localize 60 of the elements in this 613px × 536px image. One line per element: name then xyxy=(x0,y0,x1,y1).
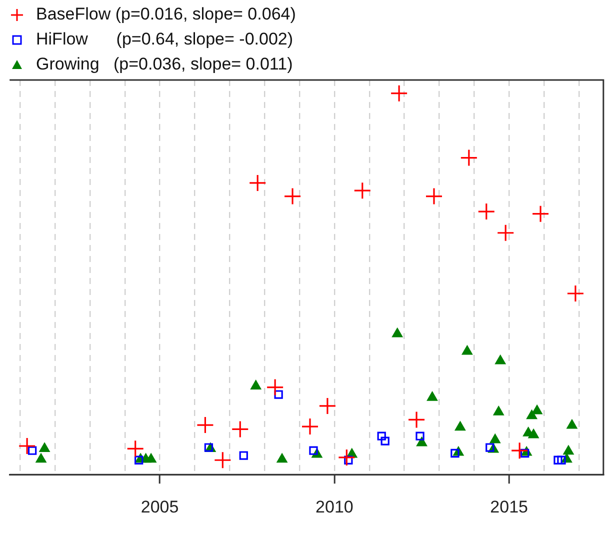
point xyxy=(450,448,460,458)
point xyxy=(532,405,542,414)
point xyxy=(532,205,550,223)
point xyxy=(462,346,472,355)
point xyxy=(276,454,288,463)
point xyxy=(425,187,443,206)
point xyxy=(204,443,214,452)
point xyxy=(380,436,390,446)
point xyxy=(18,437,36,455)
point xyxy=(478,202,496,220)
point xyxy=(496,224,514,242)
point xyxy=(36,454,46,463)
point xyxy=(566,420,578,429)
point xyxy=(528,429,539,438)
point xyxy=(486,443,494,452)
point xyxy=(126,440,144,458)
x-tick-label: 2005 xyxy=(140,497,179,516)
point xyxy=(495,355,506,364)
point xyxy=(354,182,372,200)
point xyxy=(390,84,408,102)
point xyxy=(416,432,424,440)
legend-label: Growing (p=0.036, slope= 0.011) xyxy=(36,54,293,74)
legend-label: BaseFlow (p=0.016, slope= 0.064) xyxy=(36,4,296,24)
point xyxy=(566,284,584,302)
point xyxy=(344,456,353,464)
point xyxy=(248,174,266,192)
point xyxy=(239,451,248,460)
point xyxy=(490,434,500,444)
point xyxy=(460,148,478,167)
legend-label: HiFlow (p=0.64, slope= -0.002) xyxy=(36,30,294,49)
point xyxy=(493,406,504,416)
point xyxy=(338,448,356,466)
x-tick-label: 2015 xyxy=(490,497,528,516)
point xyxy=(214,451,232,469)
point xyxy=(563,446,574,455)
point xyxy=(526,410,537,420)
point xyxy=(416,437,427,446)
point xyxy=(266,378,284,396)
point xyxy=(408,410,426,428)
point xyxy=(284,187,302,206)
point xyxy=(301,418,319,436)
point xyxy=(39,442,50,452)
point xyxy=(231,420,249,438)
point xyxy=(134,456,144,464)
point xyxy=(274,390,283,399)
x-tick-label: 2010 xyxy=(316,497,354,516)
point xyxy=(557,456,566,464)
point xyxy=(377,432,386,440)
point xyxy=(318,397,336,415)
point xyxy=(309,446,318,455)
point xyxy=(427,392,438,401)
point xyxy=(520,448,530,458)
point xyxy=(146,454,156,463)
point xyxy=(510,442,528,460)
point xyxy=(28,446,37,455)
point xyxy=(455,422,466,431)
point xyxy=(250,380,261,390)
point xyxy=(392,328,402,338)
point xyxy=(554,456,562,464)
point xyxy=(196,416,214,434)
